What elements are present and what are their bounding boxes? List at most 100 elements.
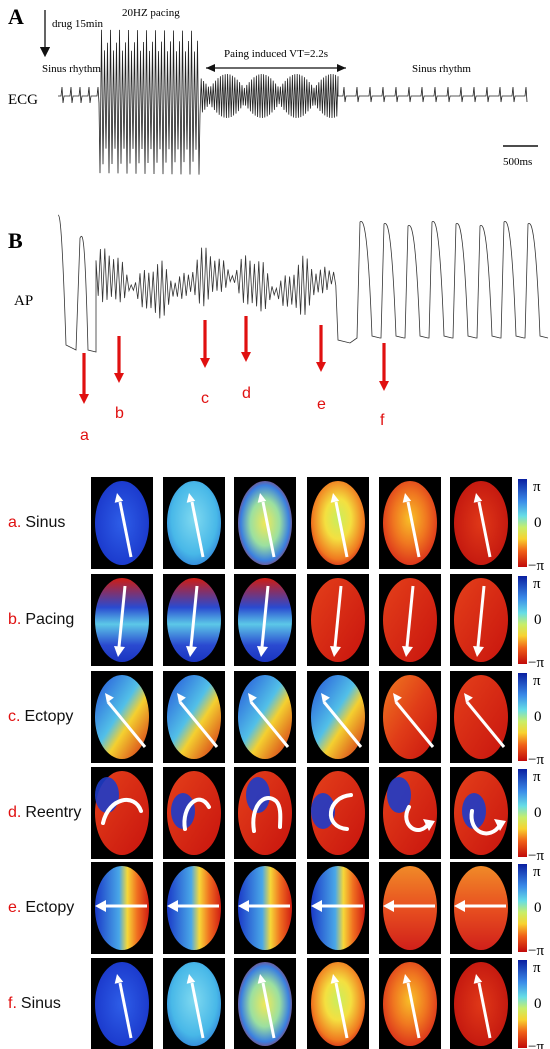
phase-map-row-label: a. Sinus bbox=[8, 514, 65, 531]
phase-map-tile bbox=[379, 862, 441, 954]
colorbar-top-label: π bbox=[533, 673, 541, 689]
propagation-arrowhead-icon bbox=[186, 974, 196, 984]
colorbar-mid-label: 0 bbox=[534, 612, 542, 628]
heart-phase-map bbox=[238, 962, 292, 1046]
propagation-arrowhead-icon bbox=[177, 693, 186, 703]
reentry-wave-blob bbox=[387, 777, 411, 813]
propagation-arrowhead-icon bbox=[167, 900, 178, 912]
phase-map-tile bbox=[379, 477, 441, 569]
panel-a: A drug 15min 20HZ pacing Sinus rhythm Pa… bbox=[8, 4, 538, 175]
heart-phase-map bbox=[454, 962, 508, 1046]
heart-phase-map bbox=[238, 866, 292, 950]
heart-phase-map bbox=[311, 481, 365, 565]
propagation-arrowhead-icon bbox=[402, 974, 412, 984]
propagation-arrow-icon bbox=[189, 585, 199, 648]
colorbar-mid-label: 0 bbox=[534, 515, 542, 531]
heart-phase-map bbox=[167, 866, 221, 950]
reentry-wave-blob bbox=[311, 793, 335, 829]
reentry-arrowhead-icon bbox=[423, 819, 435, 831]
phase-map-tile bbox=[234, 767, 296, 859]
propagation-arrowhead-icon bbox=[402, 493, 412, 503]
propagation-arrow-icon bbox=[249, 701, 290, 748]
vt-label: Paing induced VT=2.2s bbox=[224, 48, 328, 60]
red-arrowhead-icon bbox=[200, 358, 210, 368]
colorbar-gradient bbox=[518, 960, 527, 1048]
ap-marker-label: c bbox=[201, 390, 209, 407]
panel-b: B AP a b c d e f bbox=[8, 214, 549, 444]
propagation-arrow-icon bbox=[334, 982, 349, 1039]
colorbar-bottom-label: −π bbox=[528, 943, 544, 959]
row-name: Ectopy bbox=[25, 899, 74, 916]
row-letter: f. bbox=[8, 995, 17, 1012]
phase-colorbar: π 0 −π bbox=[518, 576, 544, 671]
propagation-arrowhead-icon bbox=[257, 974, 267, 984]
colorbar-gradient bbox=[518, 769, 527, 857]
propagation-arrow-icon bbox=[118, 982, 133, 1039]
phase-map-tile bbox=[307, 574, 369, 666]
row-letter: b. bbox=[8, 611, 21, 628]
ap-marker-e: e bbox=[316, 325, 326, 413]
propagation-arrow-icon bbox=[117, 585, 127, 648]
row-name: Sinus bbox=[21, 995, 61, 1012]
propagation-arrow-icon bbox=[334, 501, 349, 558]
phase-map-tile bbox=[91, 477, 153, 569]
propagation-arrowhead-icon bbox=[330, 493, 340, 503]
ap-trace bbox=[57, 214, 549, 353]
phase-map-tile bbox=[450, 862, 512, 954]
propagation-arrow-icon bbox=[260, 585, 270, 648]
phase-map-tile bbox=[307, 958, 369, 1049]
ap-marker-label: b bbox=[115, 405, 124, 422]
phase-map-tile bbox=[450, 767, 512, 859]
phase-map-tile bbox=[163, 671, 225, 763]
propagation-arrowhead-icon bbox=[257, 646, 268, 657]
reentry-wave-blob bbox=[171, 793, 195, 829]
heart-phase-map bbox=[311, 771, 365, 855]
ap-marker-f: f bbox=[379, 343, 389, 429]
propagation-arrowhead-icon bbox=[114, 974, 124, 984]
colorbar-mid-label: 0 bbox=[534, 996, 542, 1012]
propagation-arrow-icon bbox=[261, 501, 276, 558]
ap-marker-c: c bbox=[200, 320, 210, 407]
colorbar-gradient bbox=[518, 864, 527, 952]
colorbar-bottom-label: −π bbox=[528, 1039, 544, 1049]
row-name: Pacing bbox=[25, 611, 74, 628]
propagation-arrowhead-icon bbox=[257, 493, 267, 503]
phase-colorbar: π 0 −π bbox=[518, 960, 544, 1049]
propagation-arrowhead-icon bbox=[393, 693, 402, 703]
phase-map-tile bbox=[91, 671, 153, 763]
propagation-arrow-icon bbox=[118, 501, 133, 558]
phase-map-tile bbox=[91, 574, 153, 666]
heart-phase-map bbox=[238, 481, 292, 565]
phase-colorbar: π 0 −π bbox=[518, 864, 544, 959]
propagation-arrowhead-icon bbox=[114, 493, 124, 503]
colorbar-gradient bbox=[518, 576, 527, 664]
propagation-arrow-icon bbox=[477, 501, 492, 558]
propagation-arrow-icon bbox=[190, 982, 205, 1039]
phase-map-row-label: f. Sinus bbox=[8, 995, 61, 1012]
pacing-label: 20HZ pacing bbox=[122, 7, 180, 19]
propagation-arrowhead-icon bbox=[186, 493, 196, 503]
red-arrowhead-icon bbox=[114, 373, 124, 383]
colorbar-top-label: π bbox=[533, 576, 541, 592]
ap-marker-a: a bbox=[79, 353, 89, 444]
heart-phase-map bbox=[95, 481, 149, 565]
propagation-arrow-icon bbox=[190, 501, 205, 558]
propagation-arrowhead-icon bbox=[473, 974, 483, 984]
phase-map-tile bbox=[234, 958, 296, 1049]
red-arrowhead-icon bbox=[241, 352, 251, 362]
phase-map-tile bbox=[379, 767, 441, 859]
heart-phase-map bbox=[454, 866, 508, 950]
ap-marker-b: b bbox=[114, 336, 124, 422]
red-arrowhead-icon bbox=[379, 381, 389, 391]
phase-colorbar: π 0 −π bbox=[518, 673, 544, 768]
phase-map-row-3: c. Ectopy π 0 −π bbox=[8, 671, 544, 768]
colorbar-bottom-label: −π bbox=[528, 655, 544, 671]
phase-map-row-2: b. Pacing π 0 −π bbox=[8, 574, 544, 671]
colorbar-bottom-label: −π bbox=[528, 558, 544, 574]
propagation-arrow-icon bbox=[477, 982, 492, 1039]
colorbar-top-label: π bbox=[533, 960, 541, 976]
vt-span-arrow bbox=[206, 64, 346, 72]
ap-waveform bbox=[57, 214, 549, 353]
phase-map-tile bbox=[379, 671, 441, 763]
